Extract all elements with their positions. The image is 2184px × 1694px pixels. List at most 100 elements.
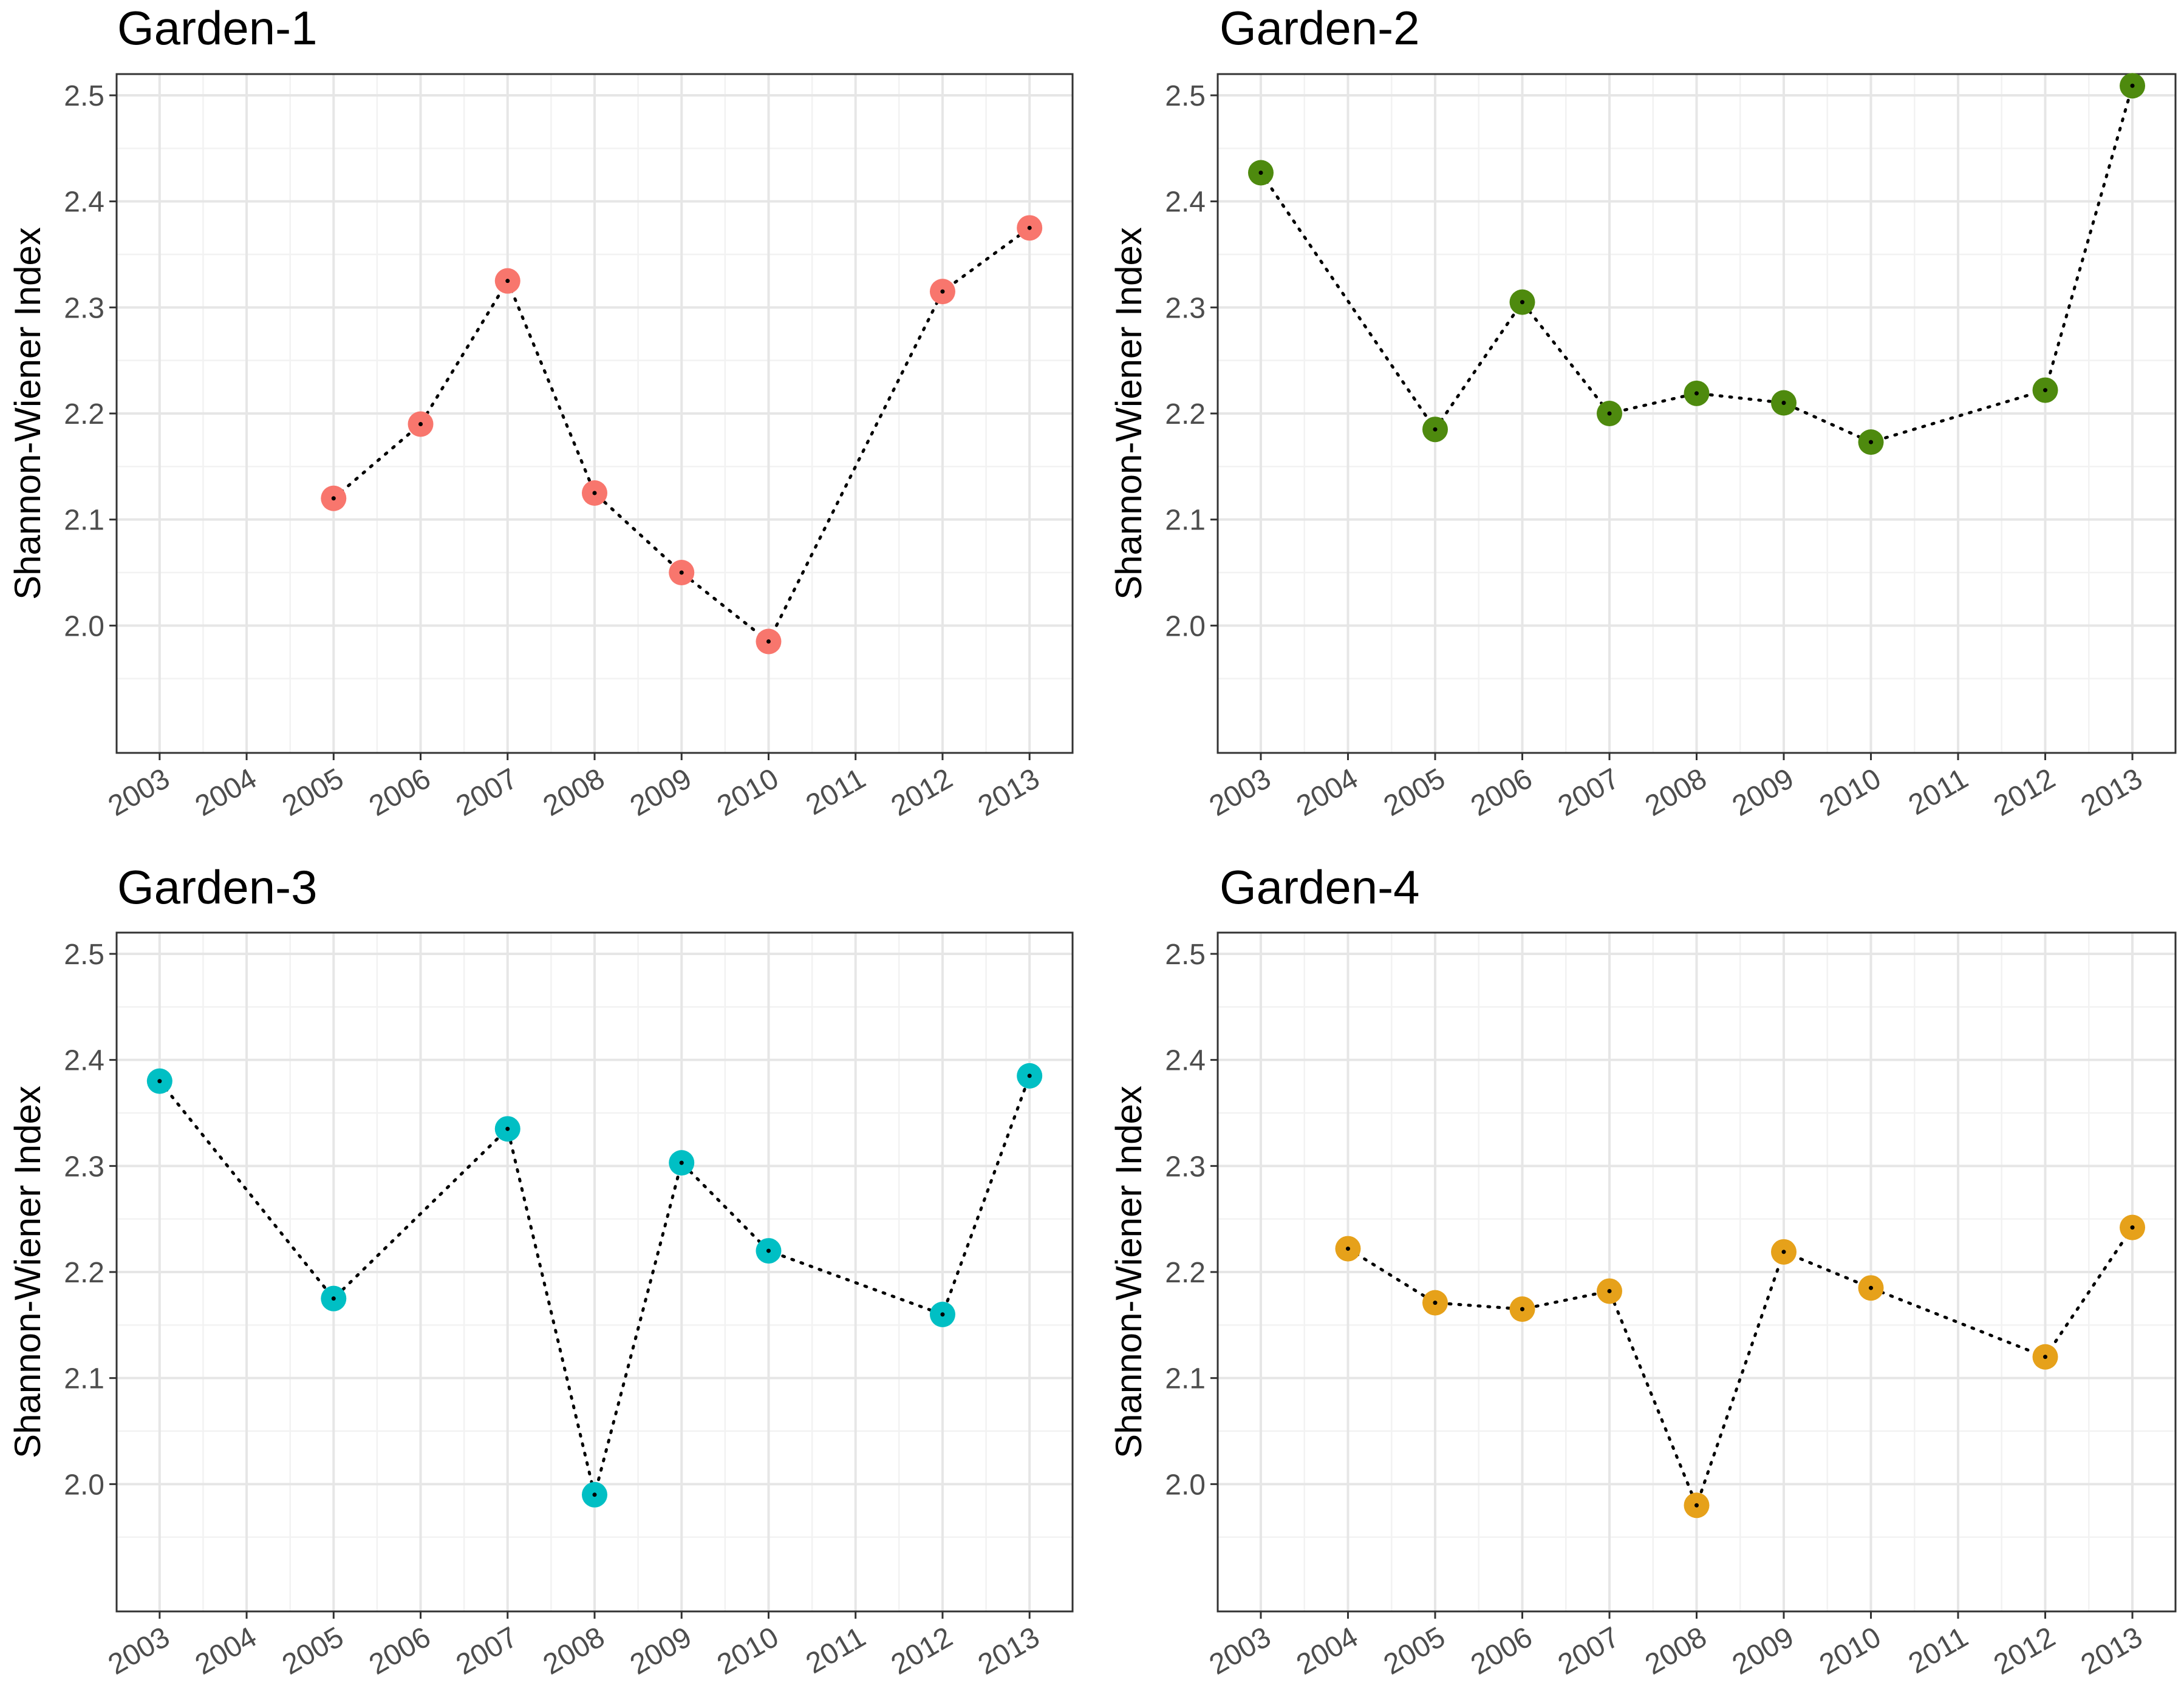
x-tick-label: 2006 <box>364 1621 436 1681</box>
x-tick-label: 2003 <box>103 1621 175 1681</box>
x-tick-label: 2010 <box>712 1621 784 1681</box>
data-point-center <box>940 289 945 294</box>
y-tick-label: 2.4 <box>1165 1045 1206 1077</box>
y-tick-label: 2.3 <box>1165 292 1206 324</box>
data-point-center <box>331 496 336 501</box>
data-point-center <box>1694 1503 1699 1508</box>
data-point-center <box>1607 1288 1612 1293</box>
y-tick-label: 2.4 <box>64 186 104 219</box>
x-tick-label: 2006 <box>364 763 436 823</box>
x-tick-label: 2006 <box>1466 763 1538 823</box>
x-tick-label: 2012 <box>1988 763 2061 823</box>
y-tick-label: 2.5 <box>64 80 104 112</box>
data-point-center <box>592 491 597 495</box>
panel-title: Garden-3 <box>117 860 318 914</box>
x-tick-label: 2005 <box>1379 1621 1451 1681</box>
y-tick-label: 2.1 <box>1165 505 1206 537</box>
y-tick-label: 2.2 <box>64 1257 104 1289</box>
x-tick-label: 2004 <box>1291 763 1363 823</box>
data-point-center <box>1027 225 1032 230</box>
x-tick-label: 2009 <box>1727 1621 1800 1681</box>
x-tick-label: 2012 <box>1988 1621 2061 1681</box>
x-tick-label: 2010 <box>1814 763 1886 823</box>
data-point-center <box>592 1492 597 1497</box>
y-tick-label: 2.5 <box>1165 80 1206 112</box>
x-tick-label: 2007 <box>451 763 523 823</box>
data-point-center <box>2130 1225 2135 1230</box>
x-tick-label: 2007 <box>451 1621 523 1681</box>
x-tick-label: 2013 <box>973 1621 1045 1681</box>
y-tick-label: 2.1 <box>64 505 104 537</box>
y-tick-label: 2.3 <box>64 1151 104 1183</box>
x-tick-label: 2008 <box>538 763 610 823</box>
y-tick-label: 2.5 <box>64 939 104 971</box>
data-point-center <box>679 1160 684 1165</box>
data-point-center <box>1869 440 1874 444</box>
data-point-center <box>1027 1073 1032 1078</box>
x-tick-label: 2009 <box>1727 763 1800 823</box>
data-point-center <box>1433 1301 1438 1305</box>
data-point-center <box>1433 427 1438 432</box>
x-tick-label: 2006 <box>1466 1621 1538 1681</box>
x-tick-label: 2013 <box>2076 1621 2148 1681</box>
data-point-center <box>1345 1247 1350 1251</box>
data-point-center <box>157 1079 162 1084</box>
data-point-center <box>331 1296 336 1301</box>
panel-title: Garden-1 <box>117 1 318 55</box>
panel-title: Garden-2 <box>1220 1 1420 55</box>
x-tick-label: 2005 <box>1379 763 1451 823</box>
x-tick-label: 2011 <box>1903 1621 1974 1681</box>
x-tick-label: 2012 <box>886 763 958 823</box>
x-tick-label: 2011 <box>1903 763 1974 822</box>
x-tick-label: 2011 <box>800 763 871 822</box>
x-tick-label: 2004 <box>1291 1621 1363 1681</box>
data-point-center <box>766 1248 771 1253</box>
data-point-center <box>1869 1285 1874 1290</box>
data-point-center <box>505 279 510 284</box>
x-tick-label: 2011 <box>800 1621 871 1681</box>
y-tick-label: 2.4 <box>64 1045 104 1077</box>
data-point-center <box>940 1312 945 1317</box>
x-tick-label: 2003 <box>1204 763 1276 823</box>
series-line <box>158 1074 1031 1495</box>
x-tick-label: 2009 <box>625 763 697 823</box>
x-tick-label: 2009 <box>625 1621 697 1681</box>
y-tick-label: 2.1 <box>64 1363 104 1395</box>
x-tick-label: 2013 <box>2076 763 2148 823</box>
x-tick-label: 2010 <box>1814 1621 1886 1681</box>
x-tick-label: 2003 <box>1204 1621 1276 1681</box>
panel-2: 2.0 2.1 2.2 2.3 2.4 2.5 2003 2004 2005 2006 2007 20… <box>1108 1 2177 823</box>
data-point-center <box>418 421 423 426</box>
x-tick-label: 2004 <box>190 763 262 823</box>
data-point-center <box>505 1126 510 1131</box>
y-tick-label: 2.0 <box>1165 610 1206 642</box>
x-tick-label: 2013 <box>973 763 1045 823</box>
y-tick-label: 2.2 <box>64 398 104 430</box>
y-tick-label: 2.3 <box>1165 1151 1206 1183</box>
y-axis-label: Shannon-Wiener Index <box>1108 1086 1149 1458</box>
y-tick-label: 2.4 <box>1165 186 1206 219</box>
x-tick-label: 2005 <box>277 763 349 823</box>
y-axis-label: Shannon-Wiener Index <box>1108 227 1149 600</box>
data-point-center <box>1258 171 1263 175</box>
y-tick-label: 2.5 <box>1165 939 1206 971</box>
x-tick-label: 2005 <box>277 1621 349 1681</box>
x-tick-label: 2007 <box>1553 763 1625 823</box>
data-point-center <box>1520 300 1524 305</box>
data-point-center <box>2130 83 2135 88</box>
data-point-center <box>1781 401 1786 406</box>
series-line <box>1259 84 2134 444</box>
y-tick-label: 2.0 <box>1165 1469 1206 1501</box>
data-point-center <box>1694 391 1699 396</box>
x-tick-label: 2008 <box>1640 1621 1712 1681</box>
data-point-center <box>2043 1355 2048 1359</box>
data-point-center <box>1781 1250 1786 1254</box>
x-tick-label: 2003 <box>103 763 175 823</box>
y-axis-label: Shannon-Wiener Index <box>7 227 48 600</box>
data-point-center <box>2043 388 2048 393</box>
y-tick-label: 2.2 <box>1165 398 1206 430</box>
